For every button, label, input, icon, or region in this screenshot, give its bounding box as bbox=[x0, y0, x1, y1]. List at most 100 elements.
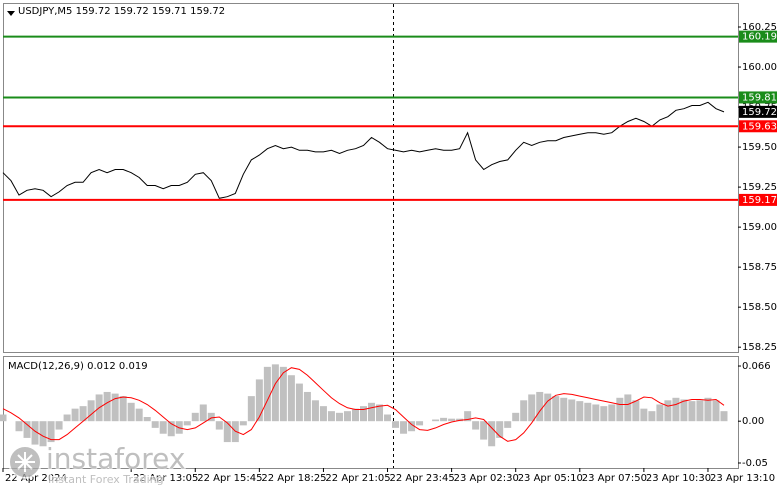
watermark: instaforex Instant Forex Trading bbox=[8, 441, 186, 487]
x-tick-label: 23 Apr 07:50 bbox=[582, 473, 647, 484]
histogram-bar bbox=[480, 421, 488, 440]
marks: 160.25160.00159.75159.50159.25159.00158.… bbox=[0, 22, 777, 484]
histogram-bar bbox=[295, 383, 303, 422]
histogram-bar bbox=[448, 418, 456, 422]
histogram-bar bbox=[135, 408, 143, 422]
histogram-bar bbox=[0, 414, 7, 422]
histogram-bar bbox=[440, 417, 448, 422]
histogram-bar bbox=[207, 412, 215, 422]
histogram-bar bbox=[351, 408, 359, 422]
x-tick-label: 23 Apr 10:30 bbox=[646, 473, 711, 484]
histogram-bar bbox=[408, 421, 416, 432]
y-tick-label: 158.50 bbox=[742, 302, 777, 313]
histogram-bar bbox=[680, 399, 688, 422]
level-label-bg bbox=[739, 30, 777, 43]
histogram-bar bbox=[87, 400, 95, 422]
y-tick-label: 160.00 bbox=[742, 62, 777, 73]
histogram-bar bbox=[600, 406, 608, 422]
histogram-bar bbox=[568, 399, 576, 422]
y-tick-label: 158.25 bbox=[742, 342, 777, 353]
histogram-bar bbox=[400, 421, 408, 434]
histogram-bar bbox=[392, 421, 400, 428]
histogram-bar bbox=[47, 421, 55, 443]
histogram-bar bbox=[215, 421, 223, 430]
histogram-bar bbox=[432, 419, 440, 422]
histogram-bar bbox=[648, 411, 656, 422]
level-label: 160.19 bbox=[742, 32, 777, 43]
y-tick-label: 0.00 bbox=[742, 416, 764, 427]
y-tick-label: -0.05 bbox=[742, 458, 768, 469]
histogram-bar bbox=[223, 421, 231, 443]
histogram-bar bbox=[71, 408, 79, 422]
histogram-bar bbox=[303, 391, 311, 422]
level-label: 159.17 bbox=[742, 195, 777, 206]
x-tick-label: 22 Apr 13:05 bbox=[133, 473, 198, 484]
histogram-bar bbox=[544, 393, 552, 422]
histogram-bar bbox=[159, 421, 167, 434]
x-tick-label: 22 Apr 21:05 bbox=[325, 473, 390, 484]
level-label-bg bbox=[739, 120, 777, 133]
histogram-bar bbox=[151, 421, 159, 428]
x-tick-label: 22 Apr 23:45 bbox=[390, 473, 455, 484]
histogram-bar bbox=[335, 412, 343, 422]
x-tick-label: 23 Apr 05:10 bbox=[518, 473, 583, 484]
histogram-bar bbox=[247, 396, 255, 422]
histogram-bar bbox=[127, 402, 135, 422]
histogram-bar bbox=[504, 421, 512, 428]
histogram-bar bbox=[376, 404, 384, 422]
level-label-bg bbox=[739, 91, 777, 104]
histogram-bar bbox=[616, 397, 624, 422]
histogram-bar bbox=[552, 396, 560, 422]
histogram-bar bbox=[311, 400, 319, 422]
histogram-bar bbox=[63, 414, 71, 422]
level-label: 159.81 bbox=[742, 92, 777, 103]
watermark-tagline: Instant Forex Trading bbox=[48, 473, 164, 486]
y-tick-label: 160.25 bbox=[742, 22, 777, 33]
x-tick-label: 23 Apr 02:30 bbox=[454, 473, 519, 484]
histogram-bar bbox=[720, 411, 728, 422]
histogram-bar bbox=[632, 400, 640, 422]
histogram-bar bbox=[119, 396, 127, 422]
y-tick-label: 159.25 bbox=[742, 182, 777, 193]
histogram-bar bbox=[287, 375, 295, 422]
histogram-bar bbox=[103, 391, 111, 422]
histogram-bar bbox=[263, 366, 271, 422]
y-tick-label: 159.00 bbox=[742, 222, 777, 233]
histogram-bar bbox=[319, 406, 327, 422]
histogram-bar bbox=[79, 406, 87, 422]
histogram-bar bbox=[704, 397, 712, 422]
x-tick-label: 23 Apr 13:10 bbox=[710, 473, 775, 484]
histogram-bar bbox=[536, 391, 544, 422]
histogram-bar bbox=[592, 404, 600, 422]
x-tick-label: 22 Apr 15:45 bbox=[197, 473, 262, 484]
histogram-bar bbox=[15, 421, 23, 432]
series-line bbox=[2, 367, 725, 442]
histogram-bar bbox=[39, 421, 47, 447]
histogram-bar bbox=[279, 366, 287, 422]
histogram-bar bbox=[143, 417, 151, 422]
x-tick-label: 22 Apr 2024 bbox=[5, 473, 67, 484]
level-label-bg bbox=[739, 193, 777, 206]
histogram-bar bbox=[368, 402, 376, 422]
histogram-bar bbox=[496, 421, 504, 438]
histogram-bar bbox=[23, 421, 31, 438]
x-tick-label: 22 Apr 18:25 bbox=[261, 473, 326, 484]
histogram-bar bbox=[327, 411, 335, 422]
histogram-bar bbox=[656, 404, 664, 422]
histogram-bar bbox=[488, 421, 496, 447]
histogram-bar bbox=[239, 421, 247, 426]
histogram-bar bbox=[688, 401, 696, 422]
histogram-bar bbox=[384, 414, 392, 422]
histogram-bar bbox=[111, 393, 119, 422]
histogram-bar bbox=[271, 364, 279, 422]
histogram-bar bbox=[512, 412, 520, 422]
histogram-bar bbox=[472, 421, 480, 430]
histogram-bar bbox=[640, 408, 648, 422]
series-line bbox=[2, 101, 725, 199]
histogram-bar bbox=[199, 404, 207, 422]
histogram-bar bbox=[624, 394, 632, 422]
y-tick-label: 159.50 bbox=[742, 142, 777, 153]
histogram-bar bbox=[712, 400, 720, 422]
last-price-bg bbox=[739, 105, 777, 118]
